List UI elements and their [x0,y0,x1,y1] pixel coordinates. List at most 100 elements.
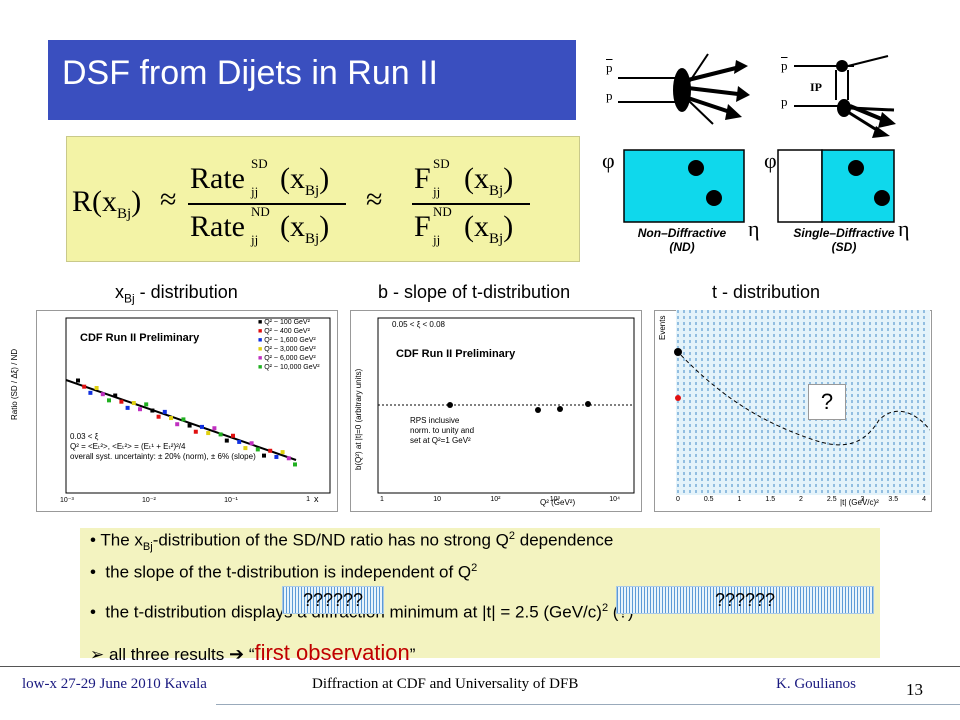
xbj-plot [36,310,338,512]
data-point [100,392,105,397]
data-point [88,390,93,395]
mid-xlabel: Q² (GeV²) [540,498,576,507]
mid-note-line: set at Q²=1 GeV² [410,436,471,445]
b-slope-plot [350,310,642,512]
mid-note-line: RPS inclusive [410,416,460,425]
legend-entry: ■ Q² ~ 100 GeV² [258,319,310,326]
t-plot-svg [674,310,930,495]
data-point [113,393,118,398]
data-point [268,448,273,453]
bullet-4: ➢ all three results ➔ “first observation… [90,640,416,665]
bullet-1: • The xBj-distribution of the SD/ND rati… [90,530,614,554]
data-point [169,416,173,421]
rate-den-x: (xBj) [280,210,330,247]
f-den-sup: ND [433,204,452,219]
left-prelim-label: CDF Run II Preliminary [80,332,200,344]
left-legend: ■ Q² ~ 100 GeV² ■ Q² ~ 400 GeV² ■ Q² ~ 1,6… [258,318,320,372]
phi-label-sd: φ [764,148,777,173]
diffraction-diagrams [618,53,896,223]
t-dist-caption: t - distribution [712,282,821,302]
left-ylabel: Ratio (SD / Δξ) / ND [10,348,19,420]
fraction-bar-2 [412,203,530,205]
mid-ylabel: b(Q²) at |t|=0 (arbitrary units) [354,368,363,470]
arrow-right-icon: ➔ [228,644,245,664]
f-numerator: F [414,162,431,195]
f-num-sup: SD [433,156,450,171]
data-point [212,426,217,431]
tick-label: 0.5 [703,496,714,503]
data-point [82,384,87,389]
data-point [119,399,124,404]
nd-collision-icon [618,53,750,125]
data-point [150,408,155,413]
data-point [224,438,229,443]
data-point [280,450,285,455]
approx-sign-2: ≈ [366,183,383,216]
data-point [262,453,266,458]
left-note2: Q² = <Eₜ²>, <Eₜ²> = (Eₜ¹ + Eₜ²)²/4 [70,442,186,451]
left-xlabel: x [314,494,319,504]
tick-label: 1 [380,496,384,503]
footer-center: Diffraction at CDF and Universality of D… [312,676,579,692]
page-number: 13 [906,680,923,699]
formula-lhs: R(xBj) [72,185,142,222]
data-point [218,432,223,437]
tick-label: 3.5 [888,496,899,503]
footer-right: K. Goulianos [776,676,856,692]
nd-caption: Non–Diffractive (ND) [637,226,727,254]
data-point [193,429,198,434]
bullet-2: • the slope of the t-distribution is ind… [90,562,478,582]
data-point [447,402,453,408]
data-point [162,409,167,414]
data-point [187,423,192,428]
footer-divider [0,666,960,667]
data-point [175,422,180,427]
tick-label: 10⁻² [142,497,156,504]
sd-gap-box [777,149,823,223]
legend-entry: ■ Q² ~ 6,000 GeV² [258,355,316,362]
tick-label: 10⁻¹ [224,497,238,504]
f-denominator: F [414,210,431,243]
mid-xticks: 1 10 10² 10³ 10⁴ [380,496,620,503]
approx-sign-1: ≈ [160,183,177,216]
title-bar [48,40,576,120]
legend-entry: ■ Q² ~ 1,600 GeV² [258,337,316,344]
xbj-caption: xBj - distribution [115,282,238,306]
rate-denominator: Rate [190,210,245,243]
data-point [274,454,279,459]
data-point [125,405,130,410]
redaction-mask-2: ?????? [616,586,874,614]
left-note3: overall syst. uncertainty: ± 20% (norm),… [70,452,256,461]
page-title: DSF from Dijets in Run II [62,54,438,92]
sd-caption: Single–Diffractive (SD) [793,226,895,254]
f-den-x: (xBj) [464,210,514,247]
unknown-box: ? [808,384,846,420]
data-point [206,431,211,436]
pbar-label: p [606,60,613,75]
footer-accent-line [216,704,960,705]
tick-label: 10³ [549,496,560,503]
data-point [94,386,99,391]
eta-label-sd: η [898,216,910,241]
left-note1: 0.03 < ξ [70,432,99,441]
tick-label: 4 [922,496,926,503]
tick-label: 1 [737,496,742,503]
rate-num-x: (xBj) [280,162,330,199]
tick-label: 2 [799,496,803,503]
mid-note: RPS inclusive norm. to unity and set at Q²… [410,416,474,446]
tick-label: 10² [490,496,501,503]
data-point [76,378,80,383]
t-ylabel: Events [658,315,667,340]
data-point [535,407,541,413]
formula-box [66,136,580,262]
data-point [181,417,186,422]
sd-collision-icon [794,55,896,138]
p-label: p [606,88,613,103]
ip-label: IP [810,80,822,94]
mid-note-line: norm. to unity and [410,426,475,435]
data-point [293,462,297,467]
fraction-bar-1 [188,203,346,205]
p-label-sd: p [781,94,788,109]
footer-left: low-x 27-29 June 2010 Kavala [22,676,207,692]
data-point [286,456,291,461]
